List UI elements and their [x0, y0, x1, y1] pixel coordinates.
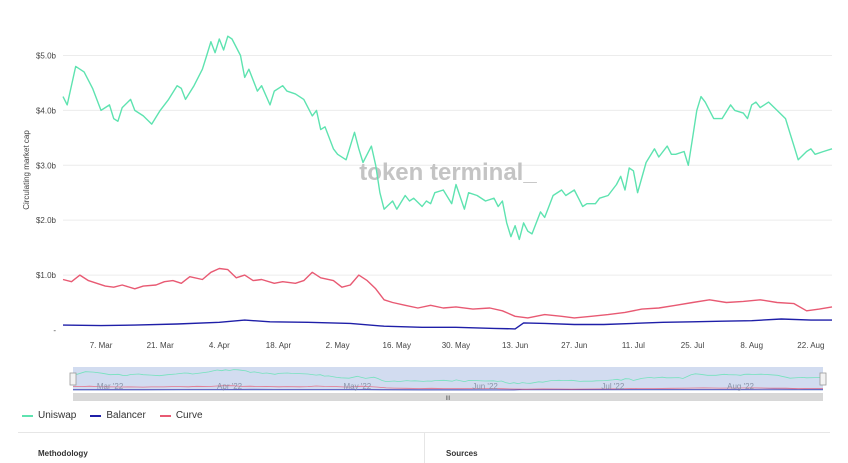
navigator-label: Apr '22	[217, 382, 243, 391]
legend-item-curve[interactable]: Curve	[159, 410, 203, 421]
methodology-heading: Methodology	[38, 449, 88, 458]
legend-swatch	[22, 414, 33, 417]
x-tick-label: 30. May	[442, 341, 470, 350]
navigator-label: Mar '22	[97, 382, 124, 391]
navigator-label: Jun '22	[472, 382, 498, 391]
navigator-scrollbar[interactable]	[73, 393, 823, 401]
chart-legend: Uniswap Balancer Curve	[22, 410, 203, 421]
navigator-right-handle[interactable]	[819, 372, 827, 386]
navigator-label: Aug '22	[727, 382, 754, 391]
navigator-line-curve	[72, 385, 824, 390]
navigator-selection[interactable]	[73, 367, 823, 391]
y-axis-ticks: - $1.0b $2.0b $3.0b $4.0b $5.0b	[36, 51, 57, 335]
footer-divider	[424, 433, 425, 463]
navigator-left-handle[interactable]	[69, 372, 77, 386]
footer-panel: Methodology Sources	[18, 432, 830, 463]
y-axis-label: Circulating market cap	[22, 130, 31, 210]
y-tick-label: $2.0b	[36, 216, 57, 225]
x-tick-label: 22. Aug	[797, 341, 824, 350]
legend-item-uniswap[interactable]: Uniswap	[22, 410, 76, 421]
range-navigator[interactable]: Mar '22 Apr '22 May '22 Jun '22 Jul '22 Aug '…	[69, 367, 827, 402]
market-cap-chart: - $1.0b $2.0b $3.0b $4.0b $5.0b 7. Mar 21. Mar…	[22, 35, 833, 402]
x-tick-label: 27. Jun	[561, 341, 587, 350]
sources-heading: Sources	[446, 449, 478, 458]
legend-label: Balancer	[106, 410, 146, 421]
series-lines	[62, 35, 833, 330]
x-tick-label: 18. Apr	[266, 341, 292, 350]
x-axis-ticks: 7. Mar 21. Mar 4. Apr 18. Apr 2. May 16. May 3…	[90, 341, 825, 350]
navigator-label: May '22	[343, 382, 371, 391]
legend-item-balancer[interactable]: Balancer	[90, 410, 146, 421]
series-line-uniswap[interactable]	[62, 35, 833, 241]
x-tick-label: 4. Apr	[209, 341, 230, 350]
x-tick-label: 21. Mar	[147, 341, 174, 350]
x-tick-label: 13. Jun	[502, 341, 528, 350]
navigator-labels: Mar '22 Apr '22 May '22 Jun '22 Jul '22 Aug '…	[97, 382, 755, 391]
series-line-balancer[interactable]	[62, 318, 832, 330]
x-tick-label: 8. Aug	[740, 341, 763, 350]
x-tick-label: 11. Jul	[622, 341, 645, 350]
grid-lines	[63, 54, 832, 276]
legend-swatch	[159, 414, 171, 417]
y-tick-label: $3.0b	[36, 161, 57, 170]
x-tick-label: 16. May	[383, 341, 411, 350]
y-tick-label: $5.0b	[36, 51, 57, 60]
navigator-series	[72, 369, 824, 391]
x-tick-label: 25. Jul	[681, 341, 705, 350]
chart-container: - $1.0b $2.0b $3.0b $4.0b $5.0b 7. Mar 21. Mar…	[18, 35, 833, 463]
legend-swatch	[90, 414, 102, 417]
x-tick-label: 7. Mar	[90, 341, 113, 350]
legend-label: Curve	[175, 410, 203, 421]
y-tick-label: $1.0b	[36, 271, 57, 280]
series-line-curve[interactable]	[62, 267, 833, 319]
navigator-scrollbar-grip[interactable]: III	[445, 396, 450, 402]
x-tick-label: 2. May	[326, 341, 350, 350]
legend-label: Uniswap	[38, 410, 77, 421]
y-tick-label: $4.0b	[36, 106, 57, 115]
navigator-line-uniswap	[72, 369, 824, 385]
navigator-label: Jul '22	[601, 382, 624, 391]
y-tick-label: -	[53, 326, 56, 335]
navigator-line-balancer	[73, 388, 823, 391]
watermark: token terminal_	[359, 159, 537, 186]
